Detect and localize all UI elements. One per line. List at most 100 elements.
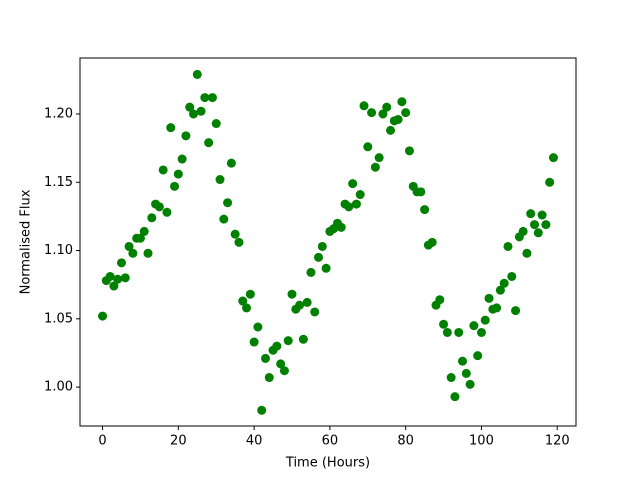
point xyxy=(128,248,138,258)
y-tick-label: 1.15 xyxy=(44,175,73,190)
point xyxy=(495,285,505,295)
point xyxy=(139,226,149,236)
point xyxy=(374,153,384,163)
point xyxy=(230,229,240,239)
point xyxy=(234,237,244,247)
point xyxy=(314,252,324,262)
point xyxy=(484,293,494,303)
point xyxy=(499,278,509,288)
point xyxy=(522,248,532,258)
point xyxy=(272,341,282,351)
x-tick-label: 20 xyxy=(170,434,187,449)
point xyxy=(135,233,145,243)
point xyxy=(386,125,396,135)
point xyxy=(530,220,540,230)
point xyxy=(283,336,293,346)
point xyxy=(404,146,414,156)
point xyxy=(367,108,377,118)
x-tick-label: 80 xyxy=(397,434,414,449)
point xyxy=(473,351,483,361)
y-tick-label: 1.05 xyxy=(44,311,73,326)
x-tick-label: 120 xyxy=(545,434,570,449)
point xyxy=(105,271,115,281)
point xyxy=(435,295,445,305)
point xyxy=(170,181,180,191)
point xyxy=(480,315,490,325)
point xyxy=(200,93,210,103)
point xyxy=(249,337,259,347)
point xyxy=(541,220,551,230)
x-tick-label: 40 xyxy=(246,434,263,449)
y-axis-label: Normalised Flux xyxy=(19,189,34,294)
point xyxy=(147,213,157,223)
point xyxy=(245,289,255,299)
point xyxy=(397,97,407,107)
point xyxy=(348,179,358,189)
point xyxy=(548,153,558,163)
point xyxy=(207,93,217,103)
x-tick-label: 0 xyxy=(98,434,106,449)
point xyxy=(181,131,191,141)
point xyxy=(518,226,528,236)
point xyxy=(526,209,536,219)
point xyxy=(302,297,312,307)
point xyxy=(264,373,274,383)
point xyxy=(113,274,123,284)
point xyxy=(276,359,286,369)
point xyxy=(363,142,373,152)
point xyxy=(336,222,346,232)
point xyxy=(355,190,365,200)
point xyxy=(298,334,308,344)
point xyxy=(382,102,392,112)
point xyxy=(162,207,172,217)
point xyxy=(450,392,460,402)
x-axis-label: Time (Hours) xyxy=(285,456,370,471)
point xyxy=(253,322,263,332)
point xyxy=(109,281,119,291)
point xyxy=(476,327,486,337)
point xyxy=(143,248,153,258)
axes-frame xyxy=(79,57,577,427)
point xyxy=(344,202,354,212)
point xyxy=(359,101,369,111)
point xyxy=(287,289,297,299)
point xyxy=(306,267,316,277)
point xyxy=(166,123,176,133)
point xyxy=(238,296,248,306)
point xyxy=(124,241,134,251)
point xyxy=(393,114,403,124)
y-tick-label: 1.20 xyxy=(44,106,73,121)
point xyxy=(279,366,289,376)
point xyxy=(260,353,270,363)
point xyxy=(317,241,327,251)
point xyxy=(427,237,437,247)
point xyxy=(461,368,471,378)
point xyxy=(204,138,214,148)
point xyxy=(98,311,108,321)
point xyxy=(219,214,229,224)
point xyxy=(458,356,468,366)
point xyxy=(416,187,426,197)
point xyxy=(492,303,502,313)
point xyxy=(185,102,195,112)
point xyxy=(511,306,521,316)
point xyxy=(223,198,233,208)
point xyxy=(442,327,452,337)
point xyxy=(196,106,206,116)
point xyxy=(177,154,187,164)
point xyxy=(257,405,267,415)
point xyxy=(211,119,221,129)
point xyxy=(215,175,225,185)
point xyxy=(116,258,126,268)
point xyxy=(295,300,305,310)
point xyxy=(321,263,331,273)
y-tick-label: 1.00 xyxy=(44,380,73,395)
point xyxy=(503,241,513,251)
point xyxy=(454,327,464,337)
x-tick-label: 100 xyxy=(469,434,494,449)
point xyxy=(533,228,543,238)
point xyxy=(420,205,430,215)
point xyxy=(192,69,202,79)
